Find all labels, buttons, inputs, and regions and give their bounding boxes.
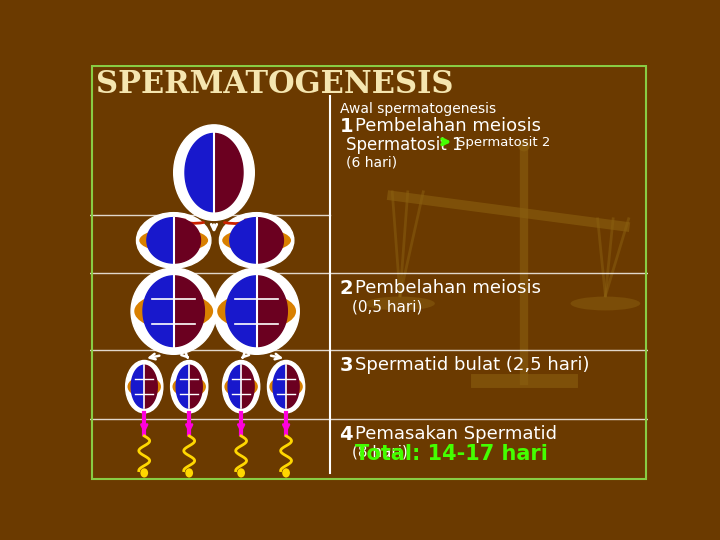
Ellipse shape xyxy=(127,376,161,397)
Text: Pembelahan meiosis: Pembelahan meiosis xyxy=(355,117,541,135)
Text: Total: 14-17 hari: Total: 14-17 hari xyxy=(355,444,548,464)
Ellipse shape xyxy=(139,228,208,252)
Ellipse shape xyxy=(137,213,211,268)
Polygon shape xyxy=(131,365,144,408)
Text: (0,5 hari): (0,5 hari) xyxy=(352,300,423,315)
Ellipse shape xyxy=(282,468,290,477)
Text: (6 hari): (6 hari) xyxy=(346,156,397,170)
Polygon shape xyxy=(273,365,286,408)
Ellipse shape xyxy=(269,376,303,397)
Polygon shape xyxy=(174,276,204,347)
Text: SPERMATOGENESIS: SPERMATOGENESIS xyxy=(96,69,454,100)
Polygon shape xyxy=(228,365,241,408)
Text: 2: 2 xyxy=(340,279,354,298)
Text: Spermatosit 2: Spermatosit 2 xyxy=(457,136,551,148)
Polygon shape xyxy=(189,365,202,408)
Polygon shape xyxy=(174,218,200,263)
Text: (8 hari): (8 hari) xyxy=(352,444,408,460)
Polygon shape xyxy=(185,133,214,212)
Ellipse shape xyxy=(267,361,305,413)
Ellipse shape xyxy=(238,468,245,477)
Ellipse shape xyxy=(174,125,254,220)
Ellipse shape xyxy=(518,140,530,151)
Polygon shape xyxy=(241,365,254,408)
Ellipse shape xyxy=(126,361,163,413)
Polygon shape xyxy=(256,218,284,263)
Ellipse shape xyxy=(222,361,260,413)
Ellipse shape xyxy=(217,293,296,329)
Text: Pemasakan Spermatid: Pemasakan Spermatid xyxy=(355,425,557,443)
Polygon shape xyxy=(256,276,287,347)
Ellipse shape xyxy=(570,296,640,310)
Text: Spermatosit 1: Spermatosit 1 xyxy=(346,136,462,154)
Ellipse shape xyxy=(171,361,208,413)
Polygon shape xyxy=(214,133,243,212)
Ellipse shape xyxy=(131,268,216,354)
Ellipse shape xyxy=(134,293,213,329)
Polygon shape xyxy=(143,276,174,347)
Ellipse shape xyxy=(214,268,300,354)
Polygon shape xyxy=(144,365,157,408)
Text: 1: 1 xyxy=(340,117,354,136)
Text: Pembelahan meiosis: Pembelahan meiosis xyxy=(355,279,541,297)
Ellipse shape xyxy=(365,296,435,310)
Ellipse shape xyxy=(225,376,258,397)
Text: 4: 4 xyxy=(340,425,354,444)
Polygon shape xyxy=(226,276,256,347)
Ellipse shape xyxy=(140,468,148,477)
Ellipse shape xyxy=(185,468,193,477)
Ellipse shape xyxy=(222,228,291,252)
Polygon shape xyxy=(176,365,189,408)
Ellipse shape xyxy=(173,376,206,397)
Text: Awal spermatogenesis: Awal spermatogenesis xyxy=(340,102,495,116)
Text: Spermatid bulat (2,5 hari): Spermatid bulat (2,5 hari) xyxy=(355,356,590,374)
Ellipse shape xyxy=(220,213,294,268)
Text: 3: 3 xyxy=(340,356,353,375)
Polygon shape xyxy=(286,365,299,408)
Polygon shape xyxy=(230,218,256,263)
Polygon shape xyxy=(147,218,174,263)
